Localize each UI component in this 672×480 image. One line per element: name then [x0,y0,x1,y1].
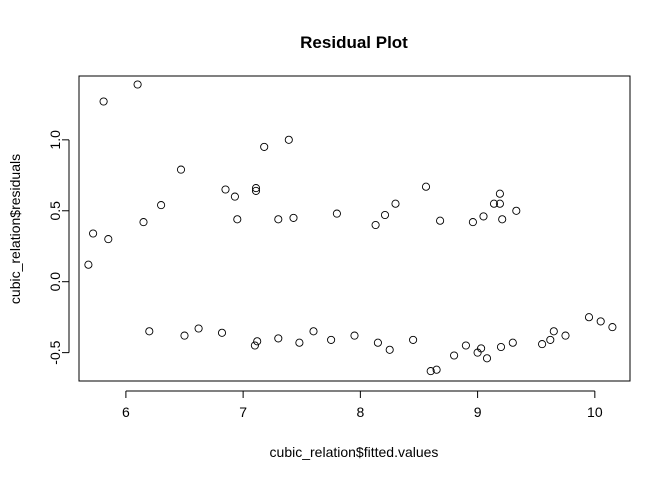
x-axis: 6 7 8 9 10 [122,390,603,420]
data-point [479,212,488,221]
data-point [426,367,435,376]
data-point [295,338,304,347]
data-point [385,345,394,354]
data-point [482,354,492,363]
data-point [104,235,113,244]
data-point [194,324,203,333]
data-point [274,215,283,224]
data-point [260,142,269,151]
data-point [157,201,166,210]
y-tick-label: 0.5 [47,201,63,221]
chart-title: Residual Plot [300,33,408,52]
data-point [250,341,259,350]
y-tick-label: -0.5 [47,340,63,364]
data-point [546,335,555,344]
data-point [461,341,470,350]
data-point [477,344,486,353]
data-point [133,80,142,89]
x-tick-label: 9 [474,404,482,420]
data-point [436,216,445,225]
data-point [380,210,390,220]
x-tick-label: 6 [122,404,130,420]
data-point [549,327,558,336]
plot-box [78,75,631,382]
data-point [495,189,504,198]
data-point [538,340,547,349]
data-point [251,186,261,195]
y-tick-label: 0.0 [47,272,63,292]
data-point [350,331,359,340]
data-point [327,335,336,344]
data-point [421,182,431,191]
data-point [176,165,186,174]
data-point [332,209,341,218]
x-axis-label: cubic_relation$fitted.values [270,444,439,460]
x-tick-label: 8 [356,404,364,420]
data-point [289,213,298,222]
data-point [145,327,154,336]
y-tick-label: 1.0 [47,130,63,150]
data-point [409,335,418,344]
data-point [284,135,293,144]
x-tick-label: 10 [587,404,603,420]
data-point [496,342,506,352]
y-axis-label: cubic_relation$residuals [7,154,23,304]
data-point [139,218,148,227]
data-point [561,331,570,340]
data-point [251,184,261,193]
data-point [468,218,477,227]
scatter-points [84,80,617,376]
x-tick-label: 7 [239,404,247,420]
data-point [596,317,605,326]
data-point [217,328,227,337]
data-point [495,199,504,208]
data-point [608,323,617,332]
data-point [309,327,318,336]
data-point [373,338,382,347]
data-point [274,334,283,343]
data-point [512,206,521,215]
data-point [233,215,242,224]
data-point [230,192,239,201]
data-point [180,331,189,340]
data-point [371,220,380,230]
data-point [584,313,594,322]
data-point [489,199,499,208]
data-point [84,260,93,269]
data-point [432,365,441,374]
y-axis: -0.5 0.0 0.5 1.0 [47,130,70,365]
data-point [498,215,507,224]
data-point [508,338,517,347]
data-point [221,185,230,194]
data-point [99,97,108,106]
data-point [89,229,98,238]
data-point [450,351,459,360]
data-point [253,337,262,346]
data-point [391,199,400,208]
